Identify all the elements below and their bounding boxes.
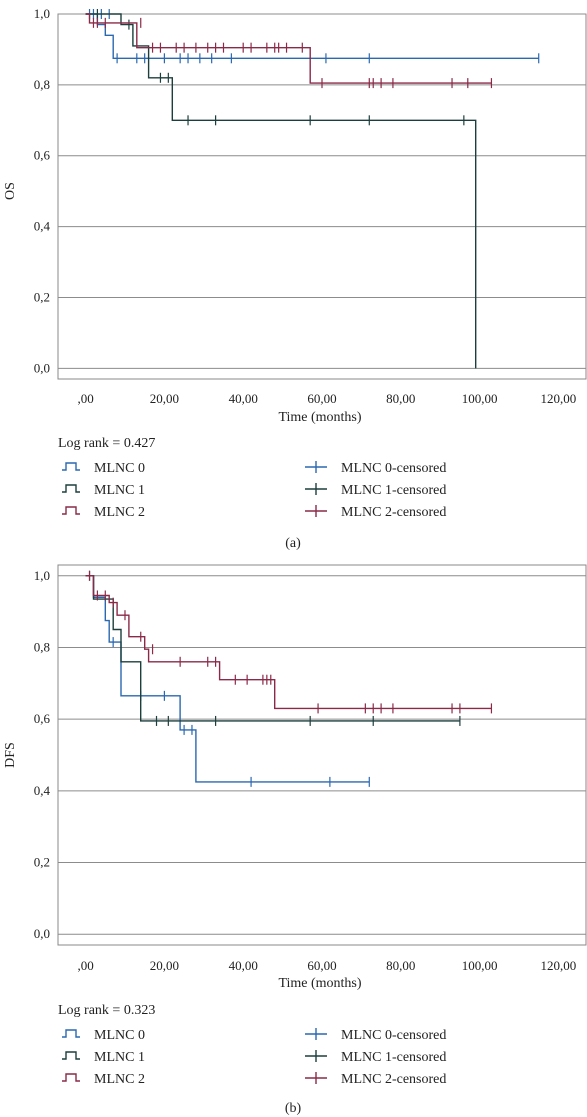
legend-label: MLNC 2-censored (341, 505, 446, 520)
panel-b: 0,0 0,2 0,4 0,6 0,8 1,0 ,00 20,00 40,00 60,00 80,… (3, 564, 587, 1116)
legend-censor-symbol (305, 505, 327, 517)
y-tick-label: 1,0 (34, 6, 50, 21)
y-tick-labels: 0,0 0,2 0,4 0,6 0,8 1,0 (34, 568, 51, 941)
x-tick-label: 80,00 (386, 958, 415, 973)
legend: MLNC 0 MLNC 1 MLNC 2 MLNC 0-censored MLNC 1-… (62, 1028, 446, 1087)
gridlines (58, 13, 586, 369)
survival-curve (85, 575, 370, 783)
survival-curve (85, 13, 539, 59)
y-tick-label: 0,6 (34, 148, 51, 163)
y-axis-title: DFS (3, 742, 18, 768)
legend-step-symbol (62, 1073, 80, 1082)
x-axis-title: Time (months) (278, 410, 361, 425)
legend-label: MLNC 1 (94, 1050, 145, 1065)
legend-label: MLNC 2-censored (341, 1072, 446, 1087)
legend-label: MLNC 0-censored (341, 461, 446, 476)
x-tick-label: ,00 (77, 958, 93, 973)
y-tick-label: 0,4 (34, 219, 51, 234)
legend-censor-symbol (305, 461, 327, 473)
legend-label: MLNC 2 (94, 1072, 145, 1087)
legend-label: MLNC 1-censored (341, 1050, 446, 1065)
y-tick-label: 0,2 (34, 855, 50, 870)
legend-censor-symbol (305, 1050, 327, 1062)
legend-censor-symbol (305, 483, 327, 495)
legend-step-symbol (62, 1051, 80, 1060)
x-tick-label: 20,00 (150, 391, 179, 406)
legend-label: MLNC 2 (94, 505, 145, 520)
x-tick-label: 120,00 (541, 958, 577, 973)
x-tick-label: 60,00 (307, 391, 336, 406)
legend-label: MLNC 0 (94, 1028, 145, 1043)
survival-curve (85, 575, 492, 710)
y-tick-label: 0,0 (34, 926, 50, 941)
legend-step-symbol (62, 462, 80, 471)
log-rank-text: Log rank = 0.427 (58, 436, 155, 451)
legend-step-symbol (62, 506, 80, 515)
x-axis-title: Time (months) (278, 976, 361, 991)
legend-censor-symbol (305, 1028, 327, 1040)
y-axis-title: OS (3, 182, 18, 200)
legend-step-symbol (62, 1029, 80, 1038)
y-tick-label: 0,8 (34, 77, 50, 92)
legend-label: MLNC 1 (94, 483, 145, 498)
y-tick-label: 1,0 (34, 568, 50, 583)
legend-label: MLNC 0 (94, 461, 145, 476)
x-tick-labels: ,00 20,00 40,00 60,00 80,00 100,00 120,00 (77, 391, 576, 406)
panel-caption: (b) (285, 1101, 302, 1116)
x-tick-labels: ,00 20,00 40,00 60,00 80,00 100,00 120,00 (77, 958, 576, 973)
x-tick-label: 120,00 (541, 391, 577, 406)
survival-curve (85, 13, 492, 84)
plot-area-border (57, 13, 587, 380)
legend: MLNC 0 MLNC 1 MLNC 2 MLNC 0-censored MLNC 1-… (62, 461, 446, 520)
y-tick-label: 0,2 (34, 289, 50, 304)
legend-label: MLNC 1-censored (341, 483, 446, 498)
survival-curve (85, 13, 477, 369)
survival-curves (85, 9, 540, 369)
y-tick-label: 0,4 (34, 783, 51, 798)
x-tick-label: ,00 (77, 391, 93, 406)
x-tick-label: 20,00 (150, 958, 179, 973)
legend-label: MLNC 0-censored (341, 1028, 446, 1043)
x-tick-label: 80,00 (386, 391, 415, 406)
y-tick-label: 0,8 (34, 639, 50, 654)
log-rank-text: Log rank = 0.323 (58, 1003, 155, 1018)
x-tick-label: 40,00 (229, 958, 258, 973)
x-tick-label: 40,00 (229, 391, 258, 406)
gridlines (58, 575, 586, 935)
survival-curve (85, 575, 460, 722)
x-tick-label: 100,00 (462, 391, 498, 406)
y-tick-label: 0,0 (34, 360, 50, 375)
legend-step-symbol (62, 484, 80, 493)
y-tick-label: 0,6 (34, 711, 51, 726)
panel-caption: (a) (285, 536, 301, 551)
y-tick-labels: 0,0 0,2 0,4 0,6 0,8 1,0 (34, 6, 51, 375)
panel-a: 0,0 0,2 0,4 0,6 0,8 1,0 ,00 20,00 40,00 60,00 80,… (3, 6, 587, 551)
survival-curves (85, 570, 493, 787)
x-tick-label: 60,00 (307, 958, 336, 973)
plot-area-border (57, 564, 587, 946)
x-tick-label: 100,00 (462, 958, 498, 973)
legend-censor-symbol (305, 1072, 327, 1084)
